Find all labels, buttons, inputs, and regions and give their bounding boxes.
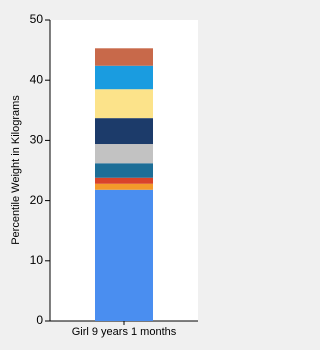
bar-segment (95, 48, 153, 66)
page: {"chart_data": {"type": "stacked-bar", "… (9, 12, 198, 339)
bar-segment (95, 65, 153, 90)
bar-segment (95, 163, 153, 178)
bar-segment (95, 189, 153, 321)
y-tick-label: 30 (30, 133, 44, 147)
bar-segment (95, 177, 153, 184)
bar-segment (95, 118, 153, 145)
y-tick-label: 50 (30, 12, 44, 26)
y-axis-label: Percentile Weight in Kilograms (10, 95, 22, 245)
y-tick-label: 0 (36, 313, 43, 327)
chart: Percentile Weight in Kilograms 0 10 20 30 40… (10, 12, 198, 338)
y-tick-label: 20 (30, 193, 44, 207)
y-tick-label: 40 (30, 72, 44, 86)
bar-segment (95, 89, 153, 119)
bar-segment (95, 183, 153, 190)
x-tick-label: Girl 9 years 1 months (72, 326, 177, 338)
y-tick-label: 10 (30, 253, 44, 267)
bar-segment (95, 144, 153, 164)
